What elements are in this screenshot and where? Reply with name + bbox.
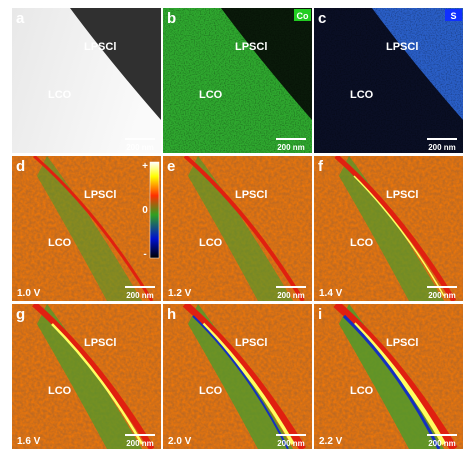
scale-label: 200 nm	[428, 143, 456, 152]
panel-image	[314, 8, 463, 153]
tag-box	[445, 9, 462, 21]
interface-bright	[201, 322, 295, 445]
colorbar	[149, 161, 160, 259]
panel-image	[12, 8, 161, 153]
interface-bright	[51, 323, 144, 445]
voltage-label: 2.0 V	[168, 436, 192, 447]
region-label: LCO	[199, 385, 223, 397]
panel: b LPSCl LCO 200 nm Co	[163, 8, 312, 153]
green-zone	[188, 156, 293, 301]
panel-image	[163, 156, 312, 301]
texture	[163, 8, 312, 153]
element-tag: Co	[297, 11, 309, 21]
voltage-label: 1.2 V	[168, 288, 192, 299]
green-zone	[339, 156, 444, 301]
voltage-label: 2.2 V	[319, 436, 343, 447]
region-label: LCO	[199, 237, 223, 249]
tag-box	[294, 9, 311, 21]
panel-letter: d	[16, 158, 25, 175]
panel-image	[12, 156, 161, 301]
region-label: LPSCl	[235, 189, 267, 201]
lco-region	[12, 8, 161, 153]
panel-letter: e	[167, 158, 175, 175]
region-label: LCO	[48, 385, 72, 397]
interface-bright	[352, 322, 446, 446]
panel-letter: b	[167, 10, 176, 27]
interface-bright	[353, 175, 445, 297]
panel: c LPSCl LCO 200 nm S	[314, 8, 463, 153]
interface-blue	[342, 314, 441, 449]
interface	[33, 156, 154, 301]
scale-label: 200 nm	[126, 439, 154, 448]
green-zone	[37, 304, 142, 449]
panel: h LPSCl LCO 200 nm 2.0 V	[163, 304, 312, 449]
region-label: LCO	[350, 89, 374, 101]
region-label: LCO	[350, 237, 374, 249]
panel: i LPSCl LCO 200 nm 2.2 V	[314, 304, 463, 449]
panel-letter: a	[16, 10, 25, 27]
region-label: LPSCl	[386, 189, 418, 201]
panel-image	[163, 8, 312, 153]
panel: f LPSCl LCO 200 nm 1.4 V	[314, 156, 463, 301]
region-label: LPSCl	[235, 41, 267, 53]
panel-letter: i	[318, 306, 322, 323]
region-label: LCO	[48, 89, 72, 101]
colorbar-label: 0	[142, 205, 148, 216]
region-label: LPSCl	[84, 41, 116, 53]
panel: e LPSCl LCO 200 nm 1.2 V	[163, 156, 312, 301]
panel: g LPSCl LCO 200 nm 1.6 V	[12, 304, 161, 449]
region-label: LPSCl	[386, 41, 418, 53]
panel-image	[12, 304, 161, 449]
scale-label: 200 nm	[428, 439, 456, 448]
green-zone	[37, 156, 142, 301]
region-label: LPSCl	[386, 337, 418, 349]
element-tag: S	[450, 11, 456, 21]
panel-image	[163, 304, 312, 449]
region-label: LCO	[350, 385, 374, 397]
scale-label: 200 nm	[126, 143, 154, 152]
green-zone	[188, 304, 293, 449]
region-label: LPSCl	[235, 337, 267, 349]
scale-label: 200 nm	[277, 439, 305, 448]
voltage-label: 1.6 V	[17, 436, 41, 447]
colorbar-label: -	[143, 249, 146, 260]
panel-letter: g	[16, 306, 25, 323]
voltage-label: 1.0 V	[17, 288, 41, 299]
scale-label: 200 nm	[277, 291, 305, 300]
panel: d LPSCl LCO 200 nm 1.0 V +0 -	[12, 156, 161, 301]
interface	[32, 304, 155, 449]
voltage-label: 1.4 V	[319, 288, 343, 299]
interface	[182, 304, 306, 449]
scale-label: 200 nm	[428, 291, 456, 300]
panel-letter: h	[167, 306, 176, 323]
panel-image	[314, 156, 463, 301]
panel-letter: c	[318, 10, 326, 27]
panel-letter: f	[318, 158, 324, 175]
texture	[314, 8, 463, 153]
scale-label: 200 nm	[126, 291, 154, 300]
interface	[334, 156, 457, 301]
scale-label: 200 nm	[277, 143, 305, 152]
colorbar-label: +	[142, 161, 148, 172]
region-label: LCO	[48, 237, 72, 249]
region-label: LPSCl	[84, 189, 116, 201]
interface-blue	[192, 315, 289, 449]
panel: a LPSCl LCO 200 nm	[12, 8, 161, 153]
region-label: LPSCl	[84, 337, 116, 349]
interface	[183, 156, 305, 301]
interface	[333, 304, 458, 449]
region-label: LCO	[199, 89, 223, 101]
panel-image	[314, 304, 463, 449]
